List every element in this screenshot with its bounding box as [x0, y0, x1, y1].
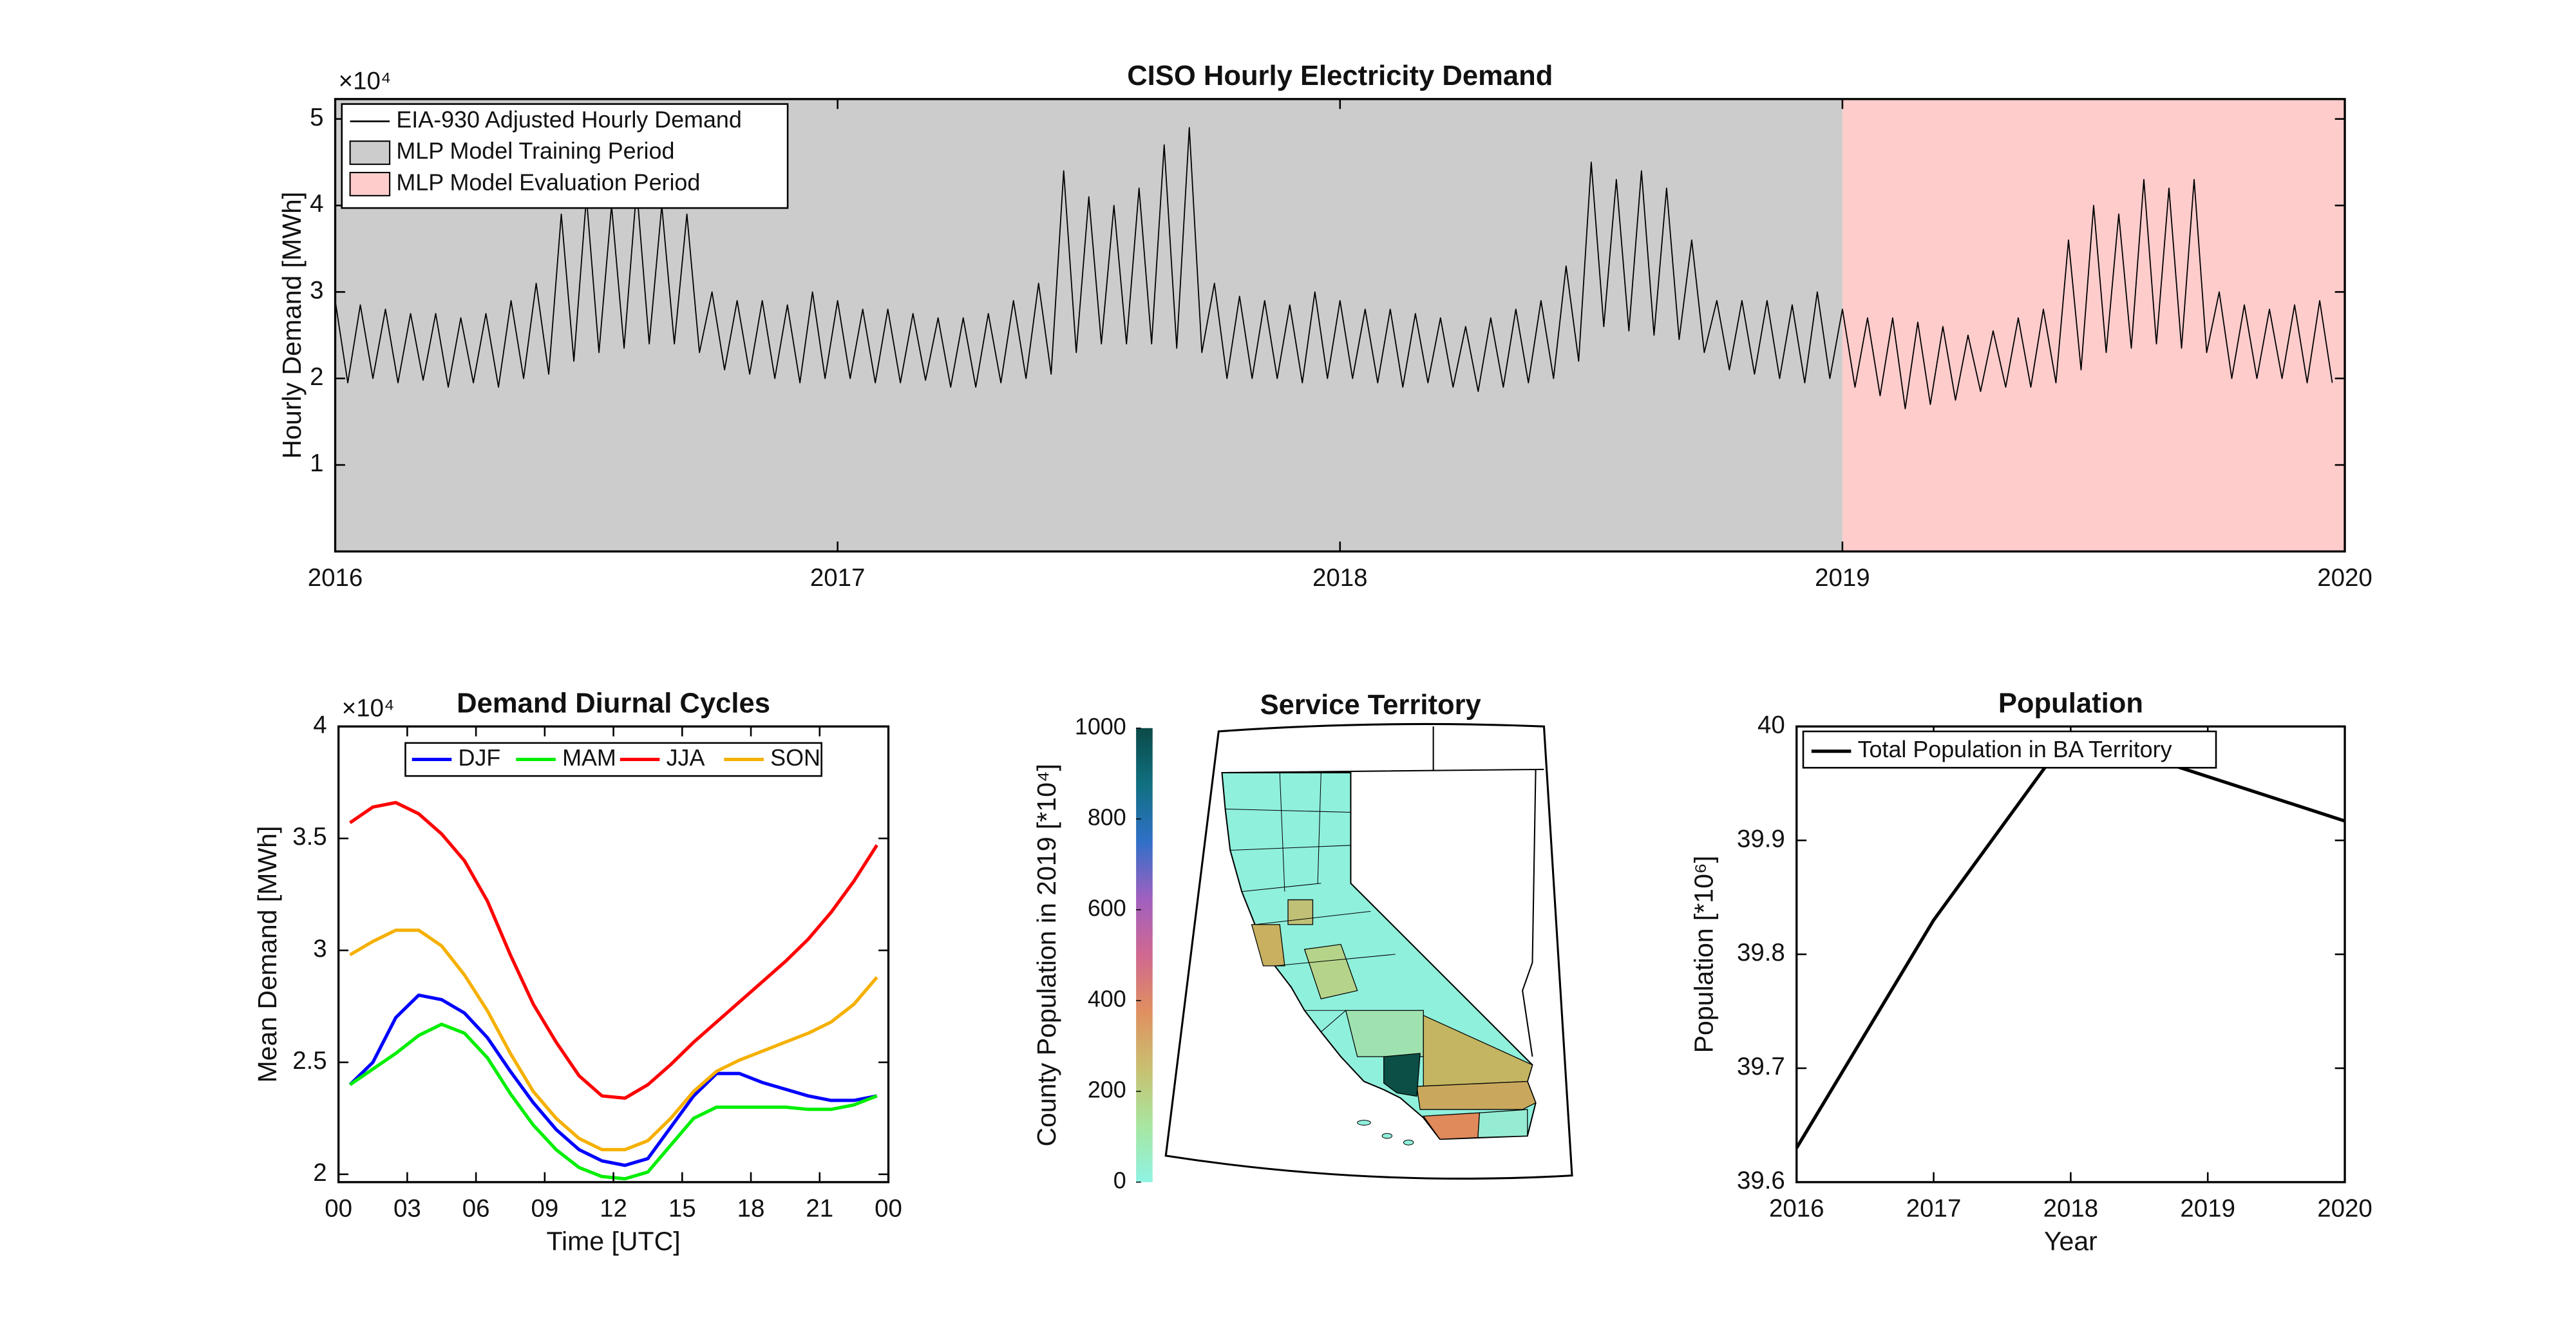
- legend-label: JJA: [667, 745, 705, 771]
- chart-title: Population: [1998, 688, 2143, 719]
- county: [1345, 1010, 1424, 1057]
- y-tick-label: 39.6: [1737, 1167, 1785, 1194]
- plot-area: [1796, 726, 2345, 1182]
- county: [1383, 1053, 1421, 1097]
- y-tick-label: 5: [310, 104, 323, 131]
- x-tick-label: 2016: [1769, 1195, 1824, 1223]
- chart-title: CISO Hourly Electricity Demand: [1127, 61, 1553, 91]
- legend-label: MLP Model Training Period: [396, 138, 674, 164]
- series-line: [348, 800, 878, 1100]
- county-borders: [1225, 772, 1396, 1032]
- y-tick-label: 4: [313, 711, 327, 739]
- x-tick-label: 2017: [1906, 1195, 1962, 1223]
- colorbar: [1136, 728, 1153, 1182]
- x-tick-label: 18: [737, 1195, 765, 1223]
- y-tick-label: 39.9: [1737, 825, 1785, 853]
- legend-label: MLP Model Evaluation Period: [396, 169, 700, 195]
- legend-swatch: [349, 140, 391, 165]
- axis-exponent: ×10⁴: [339, 67, 392, 95]
- legend-label: Total Population in BA Territory: [1858, 737, 2172, 762]
- series-line: [348, 993, 878, 1167]
- y-axis-label: Population [*10⁶]: [1689, 856, 1719, 1053]
- island: [1381, 1133, 1393, 1139]
- x-tick-label: 12: [600, 1195, 627, 1223]
- map: [1164, 722, 1573, 1180]
- y-tick-label: 39.7: [1737, 1053, 1785, 1080]
- chart-title: Demand Diurnal Cycles: [457, 688, 770, 719]
- series-line: [334, 127, 2333, 410]
- x-tick-label: 06: [462, 1195, 490, 1223]
- axes-frame: [334, 98, 2346, 553]
- x-tick-label: 2017: [810, 564, 866, 592]
- y-axis-label: Mean Demand [MWh]: [252, 826, 282, 1083]
- x-tick-label: 2019: [1815, 564, 1870, 592]
- legend-label: DJF: [459, 745, 501, 771]
- colorbar-tick-label: 1000: [1075, 713, 1126, 739]
- x-axis-label: Year: [2044, 1227, 2098, 1256]
- y-tick-label: 2: [310, 363, 323, 391]
- x-tick-label: 03: [393, 1195, 421, 1223]
- colorbar-tick-label: 200: [1088, 1077, 1126, 1102]
- x-tick-label: 21: [806, 1195, 833, 1223]
- x-tick-label: 09: [531, 1195, 558, 1223]
- x-tick-label: 2019: [2180, 1195, 2235, 1223]
- x-tick-label: 2020: [2317, 564, 2372, 592]
- y-tick-label: 3: [310, 277, 323, 305]
- y-tick-label: 3: [313, 935, 327, 963]
- legend-label: SON: [770, 745, 820, 771]
- island: [1403, 1140, 1414, 1146]
- county: [1303, 943, 1358, 1000]
- y-axis-label: Hourly Demand [MWh]: [277, 192, 307, 459]
- x-tick-label: 2018: [1312, 564, 1368, 592]
- y-tick-label: 4: [310, 190, 323, 218]
- y-tick-label: 39.8: [1737, 939, 1785, 966]
- county: [1416, 1080, 1537, 1110]
- y-tick-label: 2.5: [292, 1047, 327, 1075]
- colorbar-tick-label: 800: [1088, 804, 1126, 830]
- y-tick-label: 40: [1757, 711, 1785, 739]
- legend-box: [1802, 730, 2217, 769]
- legend-label: EIA-930 Adjusted Hourly Demand: [396, 107, 741, 133]
- colorbar-tick-label: 600: [1088, 895, 1126, 921]
- x-axis-label: Time [UTC]: [547, 1227, 681, 1256]
- x-tick-label: 00: [875, 1195, 902, 1223]
- chart-title: Service Territory: [1260, 690, 1481, 721]
- plot-area: [338, 726, 889, 1182]
- period-shade: [1842, 99, 2345, 552]
- x-tick-label: 15: [668, 1195, 696, 1223]
- colorbar-tick-label: 400: [1088, 986, 1126, 1012]
- island: [1357, 1120, 1371, 1126]
- y-tick-label: 1: [310, 449, 323, 477]
- colorbar-tick-label: 0: [1113, 1167, 1126, 1193]
- axes-frame: [1795, 725, 2346, 1183]
- series-line: [349, 929, 878, 1152]
- y-tick-label: 3.5: [292, 823, 327, 851]
- county: [1251, 924, 1285, 966]
- axes-frame: [337, 725, 890, 1183]
- colorbar-label: County Population in 2019 [*10⁴]: [1032, 764, 1061, 1147]
- legend-box: [341, 103, 789, 209]
- axis-exponent: ×10⁴: [342, 695, 395, 722]
- x-tick-label: 2020: [2317, 1195, 2372, 1223]
- county: [1477, 1109, 1528, 1138]
- legend-label: MAM: [562, 745, 616, 771]
- y-tick-label: 2: [313, 1159, 327, 1187]
- county: [1287, 899, 1314, 925]
- x-tick-label: 00: [325, 1195, 352, 1223]
- legend-swatch: [349, 171, 391, 196]
- x-tick-label: 2018: [2043, 1195, 2099, 1223]
- x-tick-label: 2016: [308, 564, 363, 592]
